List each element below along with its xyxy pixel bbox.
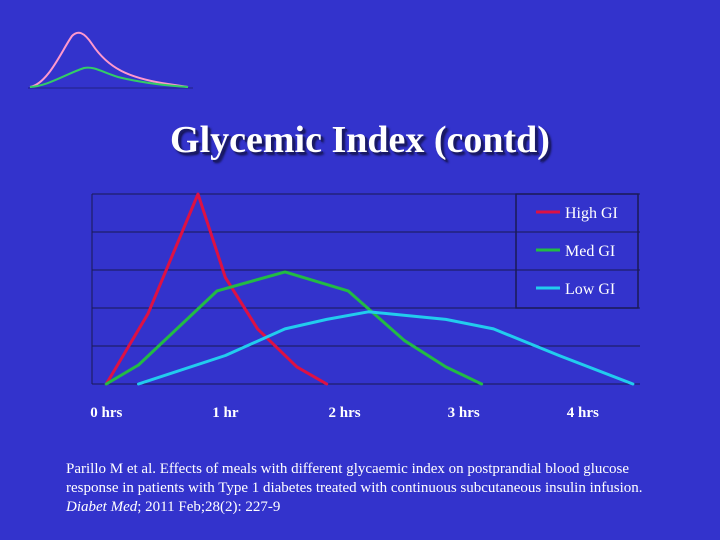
citation-details: ; 2011 Feb;28(2): 227-9 xyxy=(137,499,281,515)
citation-journal: Diabet Med xyxy=(66,499,138,515)
series-lines xyxy=(104,192,635,386)
x-tick-label: 1 hr xyxy=(212,405,239,421)
legend-label: High GI xyxy=(565,205,618,222)
x-tick-labels: 0 hrs 1 hr 2 hrs 3 hrs 4 hrs xyxy=(90,405,599,421)
legend-label: Med GI xyxy=(565,243,615,260)
logo-med-curve xyxy=(29,66,189,88)
series-line-low-gi xyxy=(137,310,635,386)
x-tick-label: 0 hrs xyxy=(90,405,122,421)
series-line-high-gi xyxy=(104,192,329,386)
legend-box xyxy=(515,193,639,309)
axes xyxy=(91,194,640,385)
citation-caption: Parillo M et al. Effects of meals with d… xyxy=(66,460,666,517)
x-tick-label: 2 hrs xyxy=(329,405,361,421)
logo-high-curve xyxy=(29,31,189,88)
citation-text: Parillo M et al. Effects of meals with d… xyxy=(66,461,643,496)
slide-title: Glycemic Index (contd) xyxy=(170,119,550,161)
series-line-med-gi xyxy=(104,270,484,386)
legend: High GI Med GI Low GI xyxy=(515,193,639,309)
legend-label: Low GI xyxy=(565,281,615,298)
x-tick-label: 3 hrs xyxy=(448,405,480,421)
x-tick-label: 4 hrs xyxy=(567,405,599,421)
mini-curve-logo xyxy=(28,31,193,89)
